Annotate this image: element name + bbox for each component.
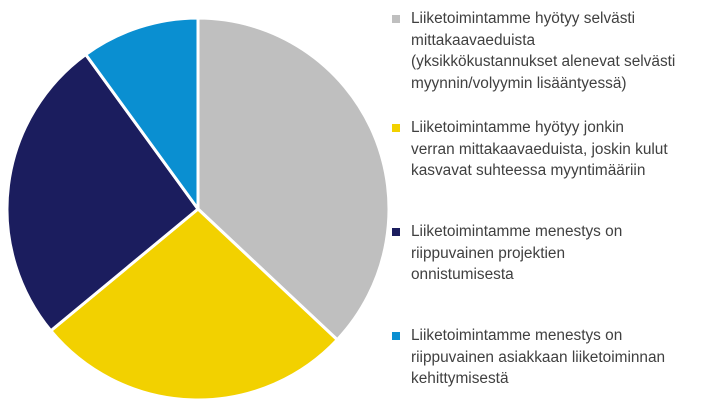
- legend-label: Liiketoimintamme hyötyy jonkin verran mi…: [411, 119, 668, 179]
- legend-item: Liiketoimintamme menestys on riippuvaine…: [392, 325, 717, 390]
- legend-item: Liiketoimintamme menestys on riippuvaine…: [392, 221, 717, 286]
- legend-item: Liiketoimintamme hyötyy selvästi mittaka…: [392, 8, 717, 94]
- legend-label: Liiketoimintamme hyötyy selvästi mittaka…: [411, 10, 676, 92]
- pie-slice: [84, 16, 200, 211]
- pie-plot-area: [5, 16, 391, 402]
- legend-marker: [392, 228, 400, 236]
- pie-slice: [196, 16, 391, 342]
- legend-marker: [392, 15, 400, 23]
- legend-label: Liiketoimintamme menestys on riippuvaine…: [411, 223, 623, 283]
- pie-slice: [5, 52, 200, 333]
- legend-marker: [392, 124, 400, 132]
- pie-slice: [49, 207, 339, 402]
- legend-marker: [392, 332, 400, 340]
- legend-label: Liiketoimintamme menestys on riippuvaine…: [411, 327, 666, 387]
- legend-item: Liiketoimintamme hyötyy jonkin verran mi…: [392, 117, 717, 182]
